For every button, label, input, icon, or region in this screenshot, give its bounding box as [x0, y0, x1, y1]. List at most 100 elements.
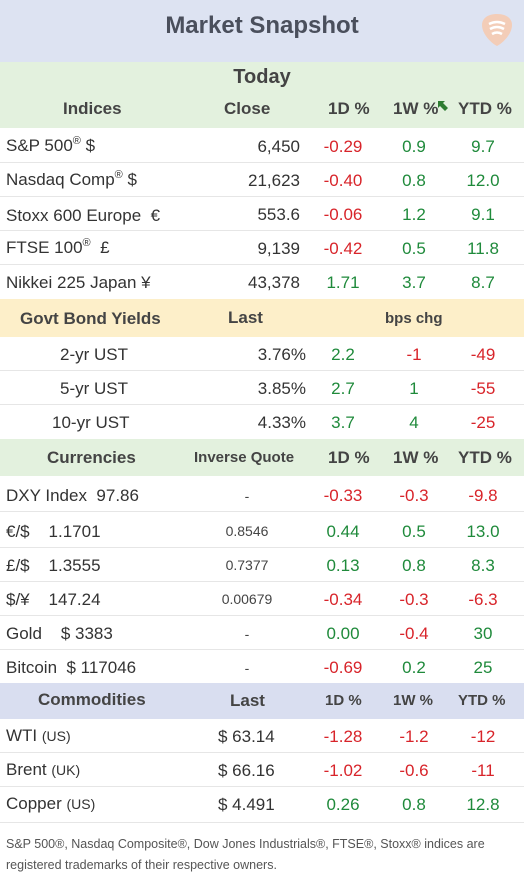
currency-1w: -0.3 — [389, 590, 439, 610]
inverse-quote-header: Inverse Quote — [194, 449, 294, 466]
bond-1w: 1 — [389, 379, 439, 399]
bond-ytd: -49 — [458, 345, 508, 365]
commodity-1d: -1.28 — [318, 727, 368, 747]
index-1w: 1.2 — [389, 205, 439, 225]
currencies-d1-header: 1D % — [328, 448, 370, 468]
currency-ytd: 25 — [458, 658, 508, 678]
currencies-ytd-header: YTD % — [458, 448, 512, 468]
bond-1w: 4 — [389, 413, 439, 433]
index-1d: -0.40 — [318, 171, 368, 191]
bond-ytd: -25 — [458, 413, 508, 433]
d1-header: 1D % — [328, 99, 370, 119]
commodity-last: $ 66.16 — [218, 761, 275, 781]
commodities-header: Commodities — [38, 690, 146, 710]
index-name: S&P 500® $ — [6, 135, 95, 156]
index-1d: -0.29 — [318, 137, 368, 157]
today-label: Today — [0, 66, 524, 89]
currency-inverse: 0.00679 — [210, 591, 284, 607]
currency-name: €/$ 1.1701 — [6, 522, 101, 542]
commodity-last: $ 4.491 — [218, 795, 275, 815]
commodity-ytd: -12 — [458, 727, 508, 747]
bond-name: 2-yr UST — [60, 345, 128, 365]
index-1d: 1.71 — [318, 273, 368, 293]
index-1w: 0.9 — [389, 137, 439, 157]
bonds-header: Govt Bond Yields — [20, 309, 161, 329]
trademark-footnote: S&P 500®, Nasdaq Composite®, Dow Jones I… — [6, 834, 518, 876]
commodities-last-header: Last — [230, 691, 265, 711]
index-name: FTSE 100® £ — [6, 237, 110, 258]
commodity-1w: -0.6 — [389, 761, 439, 781]
index-1w: 0.8 — [389, 171, 439, 191]
currency-1d: -0.33 — [318, 486, 368, 506]
bond-last: 4.33% — [230, 413, 306, 433]
currency-ytd: 13.0 — [458, 522, 508, 542]
currency-1d: 0.00 — [318, 624, 368, 644]
currency-inverse: 0.8546 — [210, 523, 284, 539]
currency-1w: -0.3 — [389, 486, 439, 506]
currency-1w: 0.5 — [389, 522, 439, 542]
currency-1w: -0.4 — [389, 624, 439, 644]
ytd-header: YTD % — [458, 99, 512, 119]
commodity-1w: -1.2 — [389, 727, 439, 747]
commodity-1d: -1.02 — [318, 761, 368, 781]
commodity-last: $ 63.14 — [218, 727, 275, 747]
currencies-w1-header: 1W % — [393, 448, 438, 468]
bond-1d: 2.2 — [318, 345, 368, 365]
bonds-last-header: Last — [228, 308, 263, 328]
bond-last: 3.76% — [230, 345, 306, 365]
currency-ytd: 8.3 — [458, 556, 508, 576]
currency-name: Bitcoin $ 117046 — [6, 658, 136, 678]
commodity-ytd: 12.8 — [458, 795, 508, 815]
commodities-w1-header: 1W % — [393, 692, 433, 709]
index-close: 6,450 — [230, 137, 300, 157]
bond-name: 5-yr UST — [60, 379, 128, 399]
commodity-1w: 0.8 — [389, 795, 439, 815]
commodity-name: Brent (UK) — [6, 760, 80, 780]
currencies-header: Currencies — [47, 448, 136, 468]
brand-logo-icon — [480, 12, 514, 48]
bonds-chg-header: bps chg — [385, 310, 443, 327]
bond-name: 10-yr UST — [52, 413, 129, 433]
currency-1w: 0.2 — [389, 658, 439, 678]
index-1d: -0.42 — [318, 239, 368, 259]
index-close: 9,139 — [230, 239, 300, 259]
index-ytd: 9.1 — [458, 205, 508, 225]
index-ytd: 9.7 — [458, 137, 508, 157]
currency-inverse: - — [222, 488, 272, 504]
bond-1w: -1 — [389, 345, 439, 365]
bond-1d: 2.7 — [318, 379, 368, 399]
index-ytd: 8.7 — [458, 273, 508, 293]
currency-name: £/$ 1.3555 — [6, 556, 101, 576]
currency-1d: -0.34 — [318, 590, 368, 610]
currency-name: $/¥ 147.24 — [6, 590, 101, 610]
currency-inverse: 0.7377 — [210, 557, 284, 573]
currency-ytd: -9.8 — [458, 486, 508, 506]
commodities-d1-header: 1D % — [325, 692, 362, 709]
bond-last: 3.85% — [230, 379, 306, 399]
currency-1d: 0.44 — [318, 522, 368, 542]
bond-1d: 3.7 — [318, 413, 368, 433]
index-1w: 3.7 — [389, 273, 439, 293]
index-1d: -0.06 — [318, 205, 368, 225]
commodity-name: WTI (US) — [6, 726, 71, 746]
index-ytd: 12.0 — [458, 171, 508, 191]
currency-1d: -0.69 — [318, 658, 368, 678]
currency-ytd: 30 — [458, 624, 508, 644]
currency-ytd: -6.3 — [458, 590, 508, 610]
index-close: 553.6 — [230, 205, 300, 225]
currency-1w: 0.8 — [389, 556, 439, 576]
index-1w: 0.5 — [389, 239, 439, 259]
currency-inverse: - — [222, 626, 272, 642]
w1-header: 1W % — [393, 99, 438, 119]
index-ytd: 11.8 — [458, 239, 508, 259]
currency-name: Gold $ 3383 — [6, 624, 113, 644]
bond-ytd: -55 — [458, 379, 508, 399]
index-name: Nikkei 225 Japan ¥ — [6, 273, 151, 293]
resize-cursor-icon — [437, 100, 449, 112]
commodity-1d: 0.26 — [318, 795, 368, 815]
currency-name: DXY Index 97.86 — [6, 486, 139, 506]
index-close: 21,623 — [230, 171, 300, 191]
index-name: Stoxx 600 Europe € — [6, 205, 160, 226]
commodity-ytd: -11 — [458, 761, 508, 781]
indices-header: Indices — [63, 99, 122, 119]
